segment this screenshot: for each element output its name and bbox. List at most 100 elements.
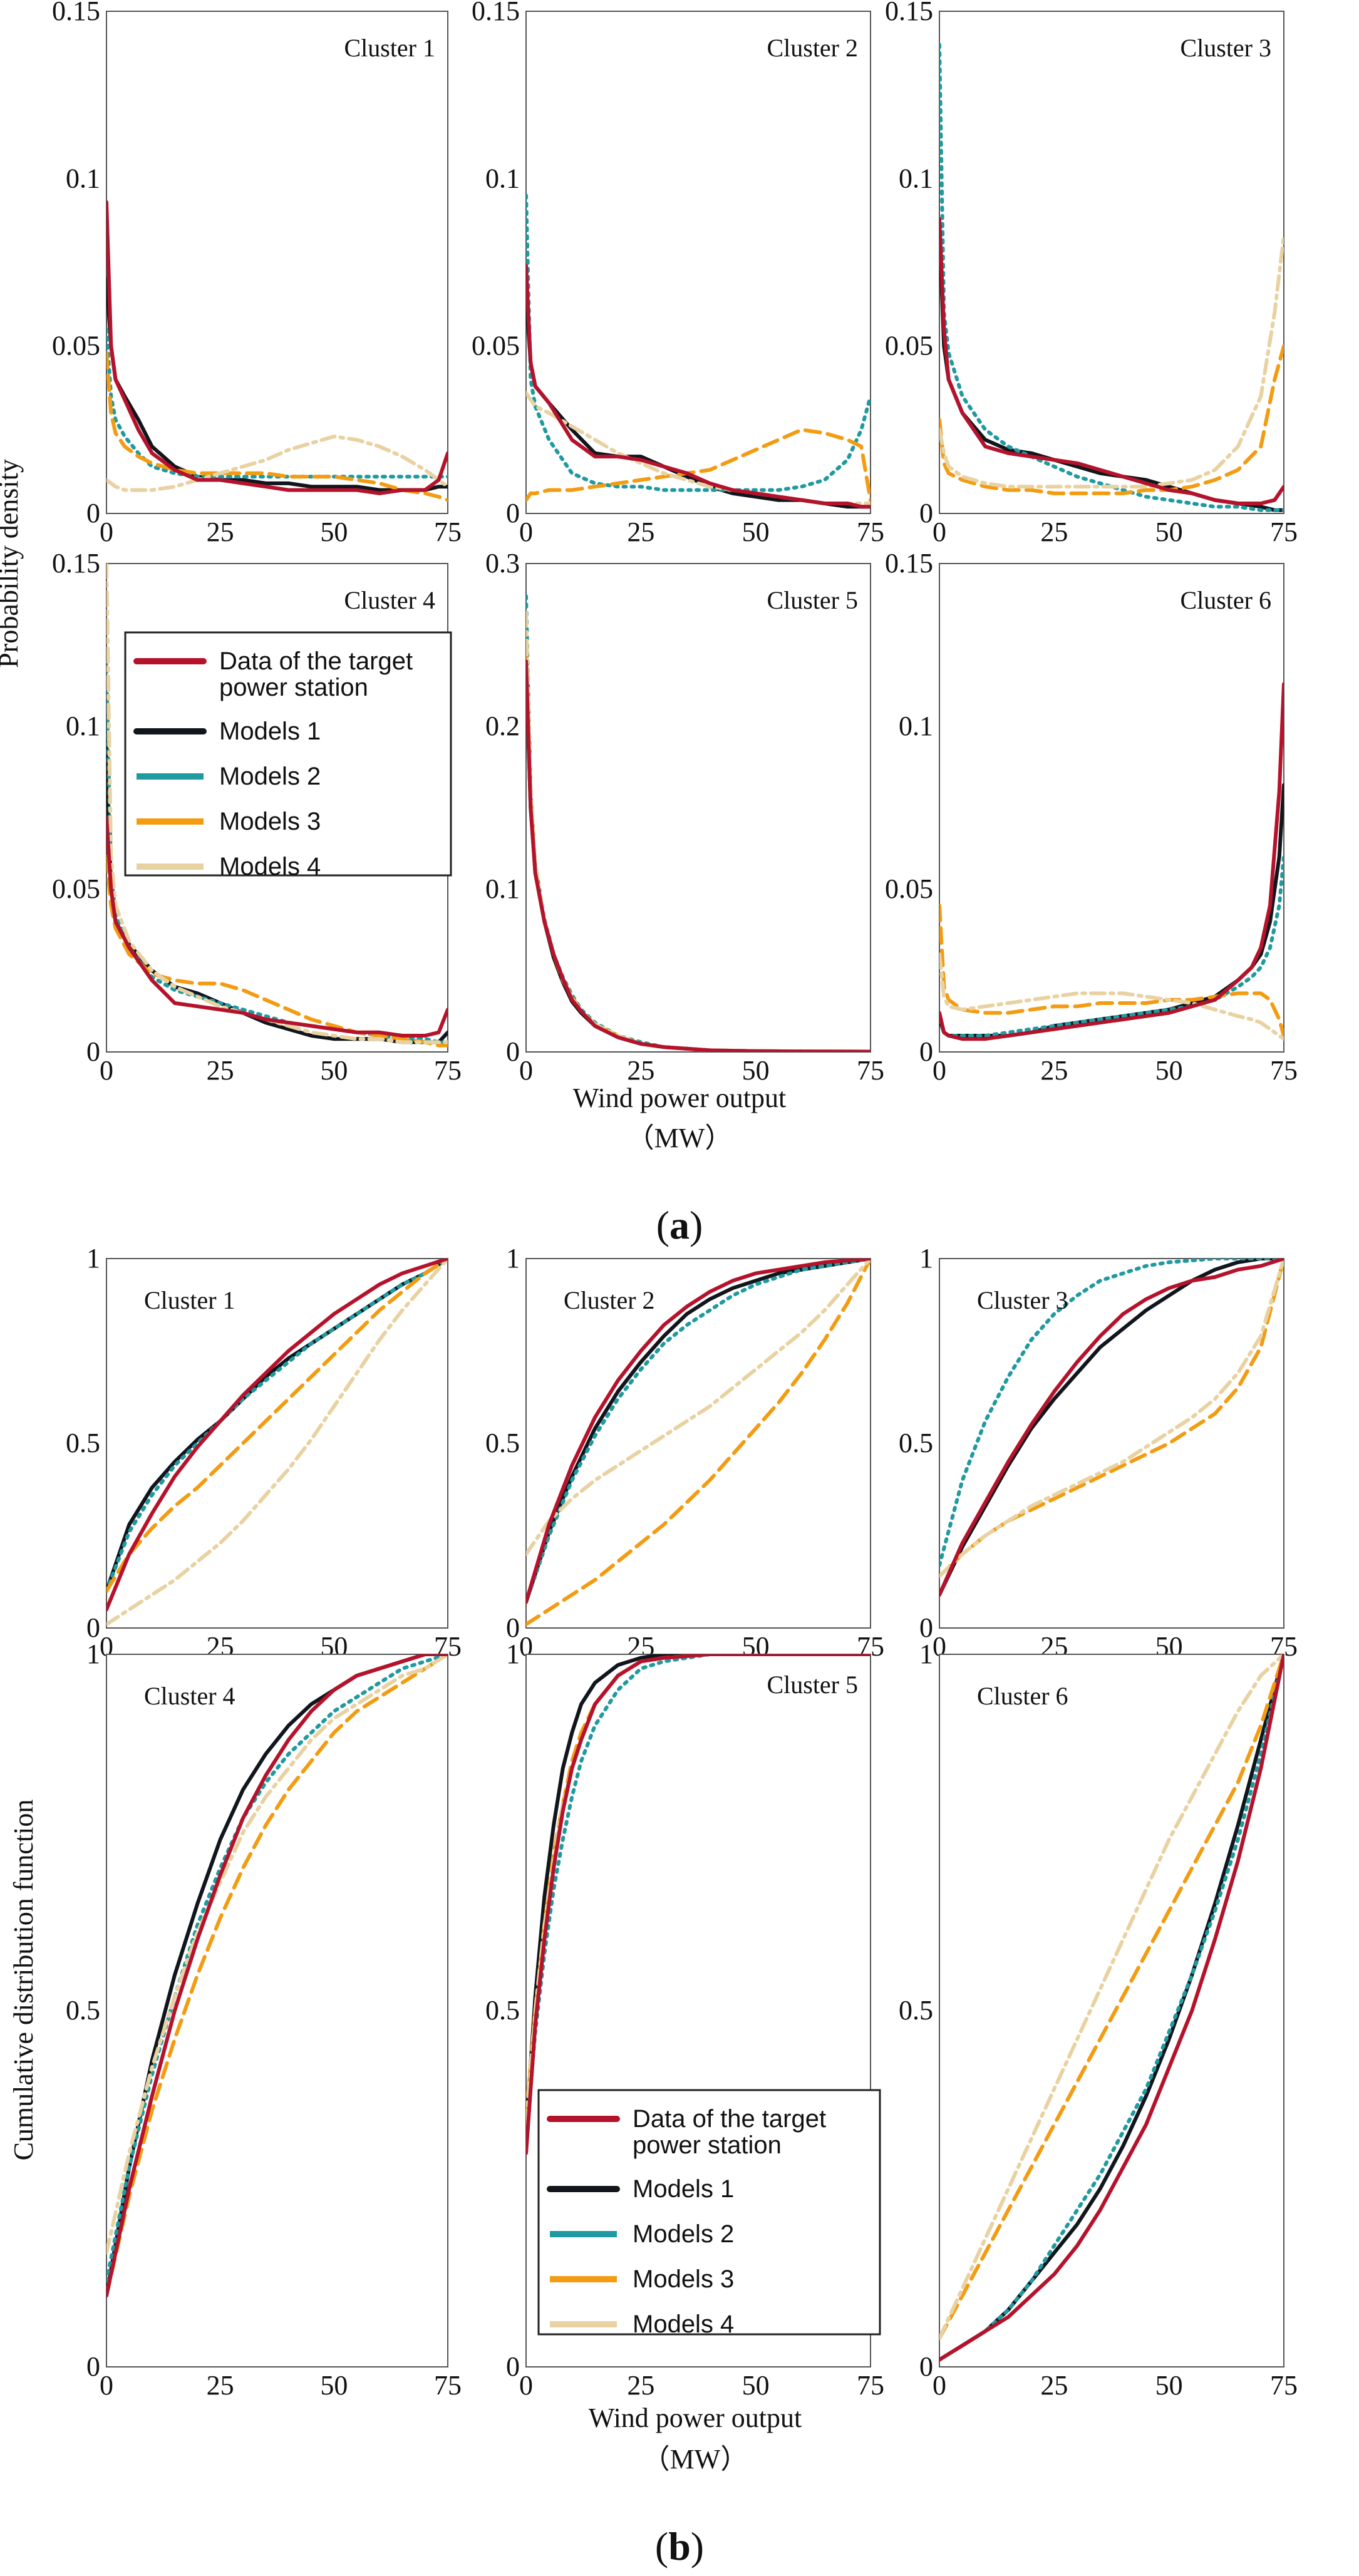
- pdf-x-axis-label: Wind power output: [573, 1083, 786, 1113]
- panel-a-cluster-6-xtick-75: 75: [1270, 1055, 1298, 1086]
- panel-a-cluster-5-xtick-50: 50: [742, 1055, 770, 1086]
- panel-a-cluster-1-line-models-2: [106, 327, 448, 479]
- panel-a-cluster-6: 0 25 50 75 0 0.05 0.1 0.15 Cluster 6: [885, 548, 1298, 1086]
- panel-a-cluster-6-line-models-2: [939, 855, 1284, 1038]
- legend-pdf: Data of the target power station Models 1 M…: [124, 631, 452, 880]
- panel-a-cluster-2-line-models-2: [526, 193, 871, 492]
- panel-a-cluster-1-ytick-0: 0: [86, 498, 100, 528]
- legend-cdf-label-models-3: Models 3: [633, 2265, 734, 2293]
- panel-b-cluster-5-xtick-25: 25: [627, 2370, 654, 2401]
- panel-b-cluster-1-frame: [106, 1258, 448, 1629]
- panel-b-cluster-4-line-data-of-the-target-power-station: [106, 1654, 448, 2298]
- panel-b-cluster-6-title: Cluster 6: [977, 1682, 1068, 1710]
- panel-b-cluster-4-xtick-25: 25: [207, 2370, 234, 2401]
- panel-b-cluster-4-xtick-0: 0: [100, 2370, 113, 2401]
- pdf-y-axis-label: Probability density: [0, 459, 24, 668]
- panel-a-cluster-4-ytick-0-1: 0.1: [66, 711, 100, 741]
- panel-a-cluster-6-ytick-0: 0: [919, 1036, 933, 1067]
- panel-a-cluster-6-frame: [939, 563, 1284, 1053]
- panel-b-cluster-2-line-models-3: [526, 1259, 871, 1627]
- panel-a-cluster-5-xtick-25: 25: [627, 1055, 654, 1086]
- panel-b-cluster-6-xtick-50: 50: [1155, 2370, 1183, 2401]
- panel-b-cluster-2-title: Cluster 2: [564, 1286, 655, 1314]
- pdf-x-axis-unit: （MW）: [627, 1123, 733, 1153]
- panel-a-cluster-1-line-data-of-the-target-power-station: [106, 200, 448, 495]
- panel-b-cluster-2-series: [526, 1259, 871, 1627]
- panel-b-label-letter: b: [668, 2524, 691, 2568]
- legend-cdf: Data of the target power station Models 1 M…: [537, 2089, 881, 2338]
- panel-a-cluster-3-xtick-25: 25: [1040, 517, 1068, 547]
- legend-cdf-label-models-4: Models 4: [633, 2311, 734, 2338]
- panel-a-cluster-1: 0 25 50 75 0 0.05 0.1 0.15 Cluster 1: [52, 0, 462, 547]
- cdf-y-axis-label: Cumulative distribution function: [8, 1800, 39, 2161]
- panel-a-cluster-1-xtick-25: 25: [207, 517, 234, 547]
- panel-b-cluster-6-series: [939, 1654, 1284, 2362]
- panel-a-cluster-2-ytick-0-1: 0.1: [485, 163, 520, 193]
- panel-b-cluster-6-xtick-25: 25: [1040, 2370, 1068, 2401]
- panel-a-cluster-6-xtick-0: 0: [933, 1055, 946, 1086]
- panel-a-cluster-2-xtick-75: 75: [857, 517, 884, 547]
- panel-b-cluster-6-ytick-1: 1: [919, 1639, 933, 1669]
- cdf-x-axis-unit: （MW）: [643, 2444, 748, 2475]
- panel-a-cluster-4-ytick-0: 0: [86, 1036, 100, 1067]
- panel-a-cluster-4-xtick-50: 50: [320, 1055, 348, 1086]
- panel-b-cluster-5-series: [526, 1654, 871, 2155]
- panel-b-cluster-3-ytick-0-5: 0.5: [899, 1428, 933, 1458]
- legend-cdf-label-data-of-the-target-power-station: Data of the target power station: [633, 2105, 826, 2159]
- panel-b-cluster-3-ytick-1: 1: [919, 1243, 933, 1274]
- panel-b-cluster-1-ytick-0-5: 0.5: [66, 1428, 100, 1458]
- panel-a-cluster-2-xtick-25: 25: [627, 517, 654, 547]
- panel-a-cluster-6-xtick-25: 25: [1040, 1055, 1068, 1086]
- panel-b-cluster-5-xtick-75: 75: [857, 2370, 884, 2401]
- panel-a-cluster-4-title: Cluster 4: [344, 586, 435, 614]
- panel-b-cluster-1-title: Cluster 1: [144, 1286, 235, 1314]
- panel-a-cluster-5-ytick-0-3: 0.3: [485, 548, 520, 579]
- panel-a-cluster-1-ytick-0-15: 0.15: [52, 0, 100, 26]
- panel-a-cluster-2: 0 25 50 75 0 0.05 0.1 0.15 Cluster 2: [472, 0, 884, 547]
- panel-b-cluster-3-series: [939, 1259, 1284, 1597]
- panel-b-cluster-4-ytick-0: 0: [86, 2351, 100, 2382]
- panel-b-cluster-1-series: [106, 1259, 448, 1627]
- legend-cdf-label-models-2: Models 2: [633, 2220, 734, 2248]
- panel-a-cluster-6-line-models-3: [939, 904, 1284, 1038]
- panel-a-cluster-3-ytick-0-1: 0.1: [899, 163, 933, 193]
- panel-a-cluster-5-xtick-75: 75: [857, 1055, 884, 1086]
- panel-b-cluster-1-ytick-0: 0: [86, 1612, 100, 1643]
- panel-b-cluster-5-ytick-1: 1: [506, 1639, 520, 1669]
- panel-a-cluster-1-line-models-4: [106, 435, 448, 492]
- panel-b-cluster-6: 0 25 50 75 0 0.5 1 Cluster 6: [899, 1639, 1298, 2401]
- panel-b-label: (b): [655, 2524, 704, 2568]
- panel-a-cluster-5-ytick-0-1: 0.1: [485, 873, 520, 904]
- panel-a-cluster-5-series: [526, 594, 871, 1052]
- panel-a-cluster-3-line-models-2: [939, 43, 1284, 512]
- panel-a-cluster-3-series: [939, 43, 1284, 512]
- panel-a-cluster-3-line-models-3: [939, 344, 1284, 495]
- panel-a-cluster-1-line-models-3: [106, 351, 448, 502]
- panel-a-cluster-2-ytick-0-15: 0.15: [472, 0, 520, 26]
- legend-pdf-label-models-2: Models 2: [219, 763, 321, 790]
- panel-a-cluster-4-xtick-0: 0: [100, 1055, 113, 1086]
- cdf-x-axis-label: Wind power output: [589, 2403, 802, 2433]
- panel-b-cluster-6-line-models-4: [939, 1654, 1284, 2341]
- panel-a-cluster-4-xtick-75: 75: [434, 1055, 462, 1086]
- legend-pdf-label-models-4: Models 4: [219, 853, 321, 880]
- panel-b-cluster-5-ytick-0: 0: [506, 2351, 520, 2382]
- panel-a-cluster-5-frame: [525, 563, 871, 1053]
- panel-a-cluster-3-line-data-of-the-target-power-station: [939, 217, 1284, 505]
- panel-a-cluster-3-ytick-0: 0: [919, 498, 933, 528]
- panel-a-cluster-3: 0 25 50 75 0 0.05 0.1 0.15 Cluster 3: [885, 0, 1298, 547]
- panel-b-cluster-5-ytick-0-5: 0.5: [485, 1995, 520, 2026]
- panel-b-cluster-6-line-models-3: [939, 1654, 1284, 2341]
- panel-b-cluster-3-line-models-4: [939, 1259, 1284, 1579]
- panel-b-cluster-1-ytick-1: 1: [86, 1243, 100, 1274]
- panel-a-cluster-3-xtick-75: 75: [1270, 517, 1298, 547]
- panel-b-cluster-4-ytick-1: 1: [86, 1639, 100, 1669]
- panel-a-cluster-1-frame: [106, 11, 448, 514]
- panel-a-cluster-4-ytick-0-05: 0.05: [52, 873, 100, 904]
- panel-b-cluster-3-line-data-of-the-target-power-station: [939, 1259, 1284, 1597]
- panel-a-cluster-6-xtick-50: 50: [1155, 1055, 1183, 1086]
